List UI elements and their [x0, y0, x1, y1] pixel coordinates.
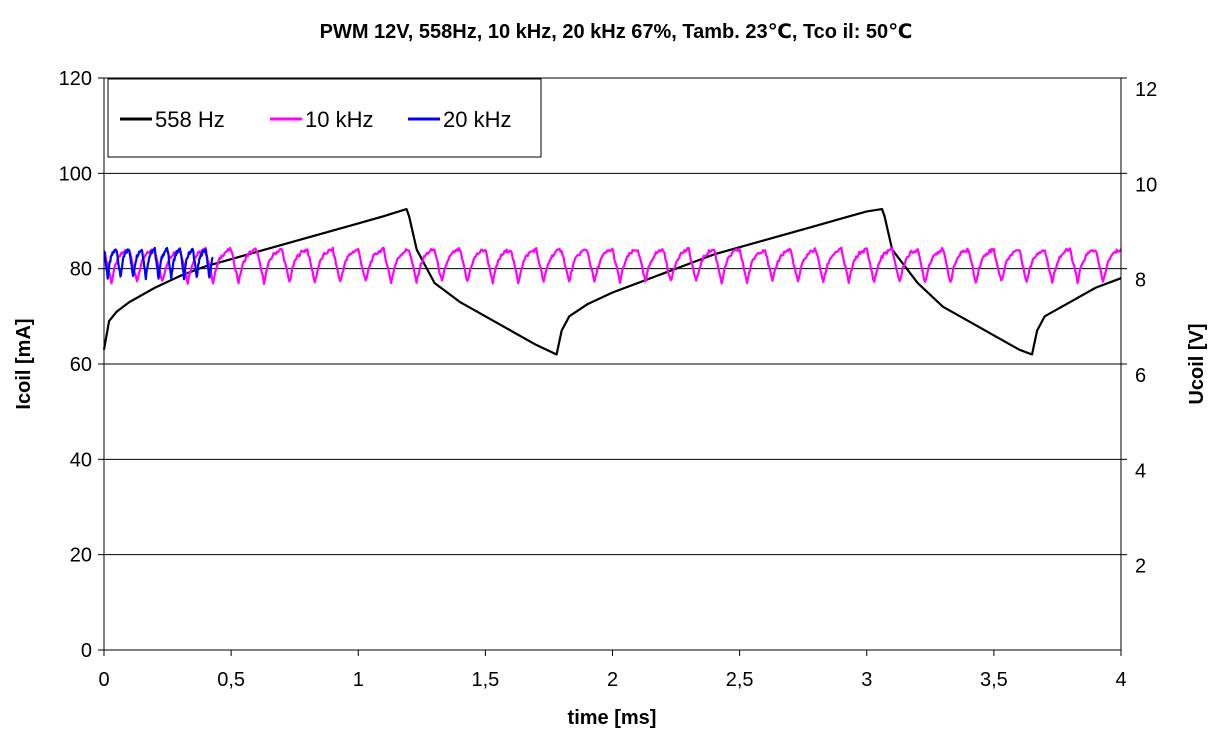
y-tick-label-2: 40 — [70, 449, 92, 471]
x-tick-label-6: 3 — [861, 669, 872, 691]
series-layer — [102, 207, 1122, 356]
legend-box — [107, 78, 542, 158]
y-axis-label: Icoil [mA] — [13, 318, 35, 409]
y-tick-label-4: 80 — [70, 259, 92, 281]
chart-title: PWM 12V, 558Hz, 10 kHz, 20 kHz 67%, Tamb… — [320, 21, 913, 43]
x-tick-label-4: 2 — [607, 669, 618, 691]
x-tick-label-8: 4 — [1115, 669, 1126, 691]
x-tick-label-3: 1,5 — [471, 669, 499, 691]
x-tick-label-5: 2,5 — [726, 669, 754, 691]
series-line-0 — [102, 207, 1122, 356]
legend-label-10khz: 10 kHz — [305, 107, 373, 132]
y-tick-label-5: 100 — [59, 163, 92, 185]
legend-label-558hz: 558 Hz — [155, 107, 225, 132]
y2-ticks: 2 4 6 8 10 12 — [1121, 77, 1157, 578]
legend: 558 Hz 10 kHz 20 kHz — [107, 78, 542, 158]
x-tick-label-0: 0 — [98, 669, 109, 691]
series-line-1 — [103, 246, 1122, 285]
y-tick-label-1: 20 — [70, 545, 92, 567]
y2-tick-label-5: 12 — [1135, 79, 1157, 101]
x-axis-label: time [ms] — [568, 707, 657, 729]
y2-tick-label-4: 10 — [1135, 174, 1157, 196]
x-tick-label-2: 1 — [353, 669, 364, 691]
y-tick-label-6: 120 — [59, 68, 92, 90]
y2-tick-label-1: 4 — [1135, 460, 1146, 482]
gridlines — [104, 77, 1121, 556]
y-tick-label-3: 60 — [70, 354, 92, 376]
y2-tick-label-2: 6 — [1135, 365, 1146, 387]
x-tick-label-1: 0,5 — [217, 669, 245, 691]
y2-axis-label: Ucoil [V] — [1186, 323, 1208, 404]
x-tick-label-7: 3,5 — [980, 669, 1008, 691]
series-line-2 — [103, 246, 214, 281]
x-ticks: 0 0,5 1 1,5 2 2,5 3 3,5 4 — [98, 650, 1127, 691]
legend-label-20khz: 20 kHz — [443, 107, 511, 132]
y-tick-label-0: 0 — [81, 640, 92, 662]
y2-tick-label-0: 2 — [1135, 556, 1146, 578]
y2-tick-label-3: 8 — [1135, 270, 1146, 292]
y-ticks: 0 20 40 60 80 100 120 — [59, 68, 104, 662]
